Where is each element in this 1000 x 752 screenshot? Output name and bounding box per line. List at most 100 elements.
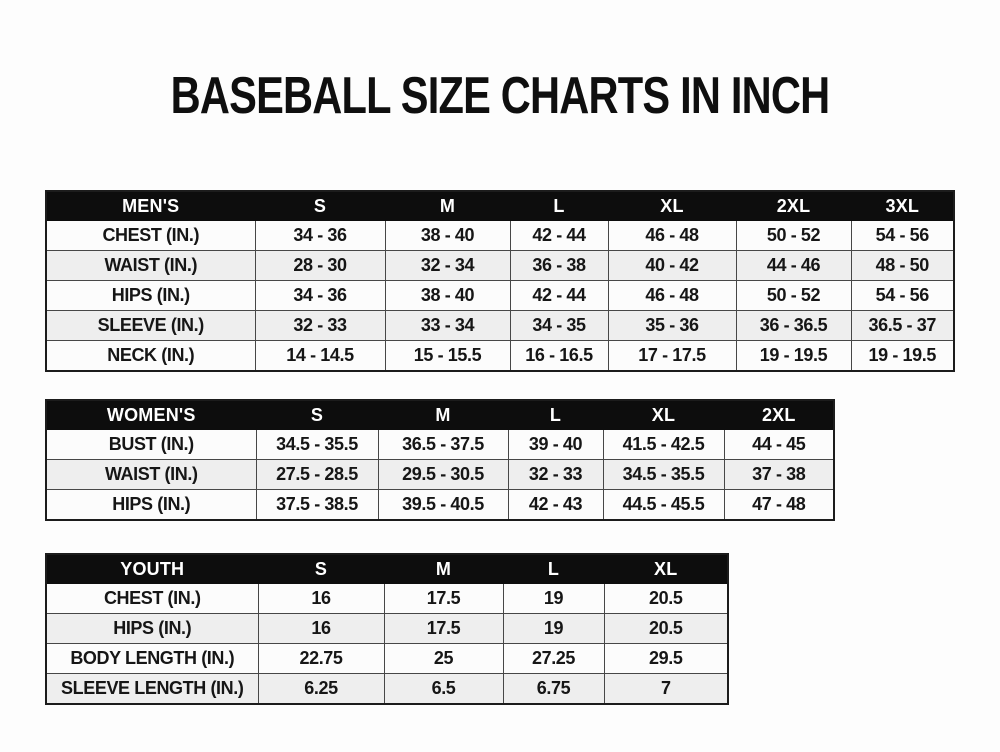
size-column-header: XL <box>603 553 729 584</box>
size-value-cell: 7 <box>603 673 729 705</box>
size-value-cell: 46 - 48 <box>607 280 737 311</box>
size-value-cell: 40 - 42 <box>607 250 737 281</box>
measurement-label: HIPS (IN.) <box>45 489 257 521</box>
size-value-cell: 27.5 - 28.5 <box>255 459 379 490</box>
size-value-cell: 29.5 - 30.5 <box>377 459 509 490</box>
size-value-cell: 33 - 34 <box>384 310 511 341</box>
size-value-cell: 20.5 <box>603 583 729 614</box>
measurement-label: CHEST (IN.) <box>45 220 256 251</box>
size-value-cell: 17 - 17.5 <box>607 340 737 372</box>
size-value-cell: 47 - 48 <box>723 489 835 521</box>
size-value-cell: 46 - 48 <box>607 220 737 251</box>
size-value-cell: 16 - 16.5 <box>509 340 609 372</box>
youth-size-table: YOUTH S M L XL CHEST (IN.) 16 17.5 19 20.5 HIPS (I… <box>45 553 729 705</box>
size-value-cell: 32 - 33 <box>254 310 386 341</box>
table-header-row: YOUTH S M L XL <box>45 553 729 584</box>
table-group-header: WOMEN'S <box>45 399 257 430</box>
size-value-cell: 32 - 34 <box>384 250 511 281</box>
size-value-cell: 42 - 44 <box>509 280 609 311</box>
size-value-cell: 36 - 38 <box>509 250 609 281</box>
size-column-header: M <box>377 399 509 430</box>
table-row: NECK (IN.) 14 - 14.5 15 - 15.5 16 - 16.5 17 … <box>45 340 955 372</box>
size-column-header: L <box>509 190 609 221</box>
size-value-cell: 19 - 19.5 <box>735 340 852 372</box>
measurement-label: CHEST (IN.) <box>45 583 259 614</box>
size-value-cell: 41.5 - 42.5 <box>602 429 725 460</box>
size-value-cell: 32 - 33 <box>507 459 604 490</box>
measurement-label: BODY LENGTH (IN.) <box>45 643 259 674</box>
size-column-header: L <box>507 399 604 430</box>
table-row: WAIST (IN.) 28 - 30 32 - 34 36 - 38 40 - 42 4… <box>45 250 955 281</box>
size-value-cell: 16 <box>257 613 385 644</box>
size-value-cell: 36.5 - 37.5 <box>377 429 509 460</box>
size-value-cell: 28 - 30 <box>254 250 386 281</box>
size-value-cell: 38 - 40 <box>384 220 511 251</box>
table-group-header: YOUTH <box>45 553 259 584</box>
size-value-cell: 19 <box>502 583 605 614</box>
size-value-cell: 14 - 14.5 <box>254 340 386 372</box>
size-value-cell: 34 - 36 <box>254 220 386 251</box>
size-value-cell: 44 - 46 <box>735 250 852 281</box>
size-value-cell: 34 - 36 <box>254 280 386 311</box>
size-column-header: 2XL <box>723 399 835 430</box>
size-column-header: L <box>502 553 605 584</box>
table-row: BUST (IN.) 34.5 - 35.5 36.5 - 37.5 39 - 40 4… <box>45 429 835 460</box>
size-value-cell: 22.75 <box>257 643 385 674</box>
size-value-cell: 17.5 <box>383 583 504 614</box>
size-value-cell: 34 - 35 <box>509 310 609 341</box>
table-row: HIPS (IN.) 16 17.5 19 20.5 <box>45 613 729 644</box>
size-value-cell: 6.75 <box>502 673 605 705</box>
size-value-cell: 50 - 52 <box>735 220 852 251</box>
table-row: WAIST (IN.) 27.5 - 28.5 29.5 - 30.5 32 - 33… <box>45 459 835 490</box>
page-title: BASEBALL SIZE CHARTS IN INCH <box>170 67 830 125</box>
size-column-header: 3XL <box>850 190 955 221</box>
size-value-cell: 50 - 52 <box>735 280 852 311</box>
size-value-cell: 17.5 <box>383 613 504 644</box>
size-value-cell: 19 <box>502 613 605 644</box>
size-value-cell: 36 - 36.5 <box>735 310 852 341</box>
size-value-cell: 36.5 - 37 <box>850 310 955 341</box>
size-value-cell: 27.25 <box>502 643 605 674</box>
table-row: HIPS (IN.) 37.5 - 38.5 39.5 - 40.5 42 - 43 4… <box>45 489 835 521</box>
womens-size-table: WOMEN'S S M L XL 2XL BUST (IN.) 34.5 - 35.5 36.5… <box>45 399 835 521</box>
size-value-cell: 34.5 - 35.5 <box>255 429 379 460</box>
table-group-header: MEN'S <box>45 190 256 221</box>
measurement-label: HIPS (IN.) <box>45 280 256 311</box>
size-value-cell: 38 - 40 <box>384 280 511 311</box>
size-column-header: M <box>384 190 511 221</box>
size-value-cell: 29.5 <box>603 643 729 674</box>
size-value-cell: 44.5 - 45.5 <box>602 489 725 521</box>
measurement-label: NECK (IN.) <box>45 340 256 372</box>
size-value-cell: 54 - 56 <box>850 280 955 311</box>
size-value-cell: 42 - 43 <box>507 489 604 521</box>
size-column-header: S <box>254 190 386 221</box>
size-value-cell: 54 - 56 <box>850 220 955 251</box>
table-header-row: WOMEN'S S M L XL 2XL <box>45 399 835 430</box>
mens-size-table: MEN'S S M L XL 2XL 3XL CHEST (IN.) 34 - 36 38 - 4… <box>45 190 955 372</box>
size-value-cell: 25 <box>383 643 504 674</box>
size-value-cell: 15 - 15.5 <box>384 340 511 372</box>
size-column-header: S <box>257 553 385 584</box>
table-row: HIPS (IN.) 34 - 36 38 - 40 42 - 44 46 - 48 50… <box>45 280 955 311</box>
size-value-cell: 37.5 - 38.5 <box>255 489 379 521</box>
measurement-label: SLEEVE LENGTH (IN.) <box>45 673 259 705</box>
table-row: SLEEVE (IN.) 32 - 33 33 - 34 34 - 35 35 - 36… <box>45 310 955 341</box>
table-row: SLEEVE LENGTH (IN.) 6.25 6.5 6.75 7 <box>45 673 729 705</box>
size-value-cell: 42 - 44 <box>509 220 609 251</box>
size-column-header: XL <box>602 399 725 430</box>
measurement-label: WAIST (IN.) <box>45 459 257 490</box>
size-value-cell: 19 - 19.5 <box>850 340 955 372</box>
measurement-label: WAIST (IN.) <box>45 250 256 281</box>
table-row: CHEST (IN.) 34 - 36 38 - 40 42 - 44 46 - 48 5… <box>45 220 955 251</box>
size-value-cell: 20.5 <box>603 613 729 644</box>
measurement-label: BUST (IN.) <box>45 429 257 460</box>
measurement-label: SLEEVE (IN.) <box>45 310 256 341</box>
size-value-cell: 39.5 - 40.5 <box>377 489 509 521</box>
size-value-cell: 6.25 <box>257 673 385 705</box>
size-value-cell: 44 - 45 <box>723 429 835 460</box>
size-value-cell: 6.5 <box>383 673 504 705</box>
size-value-cell: 16 <box>257 583 385 614</box>
table-header-row: MEN'S S M L XL 2XL 3XL <box>45 190 955 221</box>
size-value-cell: 35 - 36 <box>607 310 737 341</box>
size-value-cell: 34.5 - 35.5 <box>602 459 725 490</box>
